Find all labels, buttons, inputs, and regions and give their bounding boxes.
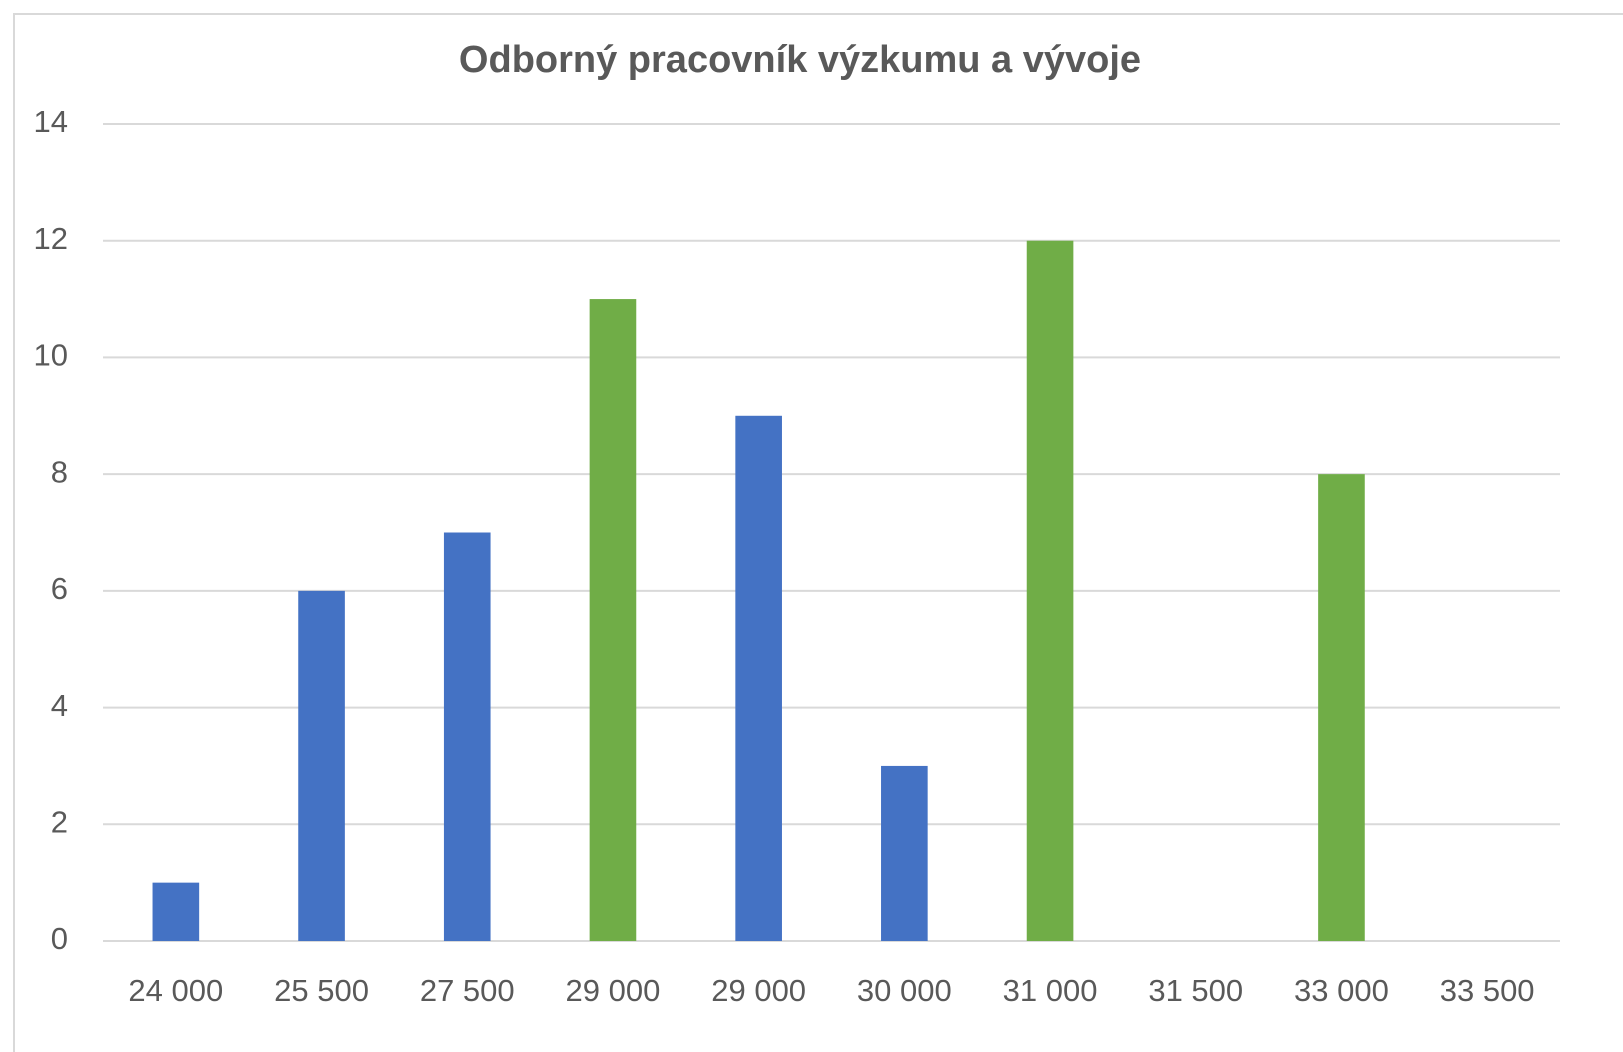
bar [735, 415, 782, 941]
y-tick-label: 14 [34, 104, 68, 139]
bar [881, 765, 928, 941]
x-tick-label: 33 500 [1440, 973, 1535, 1008]
x-tick-label: 29 000 [711, 973, 806, 1008]
x-tick-label: 33 000 [1294, 973, 1389, 1008]
x-tick-label: 25 500 [274, 973, 369, 1008]
bar [1318, 474, 1365, 941]
bar [298, 590, 345, 941]
bar [1026, 240, 1074, 941]
chart-title: Odborný pracovník výzkumu a vývoje [459, 39, 1141, 81]
x-tick-label: 24 000 [128, 973, 223, 1008]
y-tick-label: 12 [34, 221, 68, 256]
x-tick-label: 27 500 [420, 973, 515, 1008]
bar [152, 882, 200, 941]
x-tick-label: 31 000 [1003, 973, 1098, 1008]
y-tick-label: 8 [51, 454, 68, 489]
y-tick-label: 6 [51, 571, 68, 606]
chart-border [13, 13, 1623, 1052]
y-tick-label: 2 [51, 804, 68, 839]
x-tick-label: 31 500 [1148, 973, 1243, 1008]
y-tick-label: 0 [51, 921, 68, 956]
y-tick-label: 10 [34, 338, 68, 373]
bar [443, 532, 491, 941]
x-tick-label: 30 000 [857, 973, 952, 1008]
bar [589, 299, 637, 942]
x-tick-label: 29 000 [566, 973, 661, 1008]
y-tick-label: 4 [51, 688, 68, 723]
